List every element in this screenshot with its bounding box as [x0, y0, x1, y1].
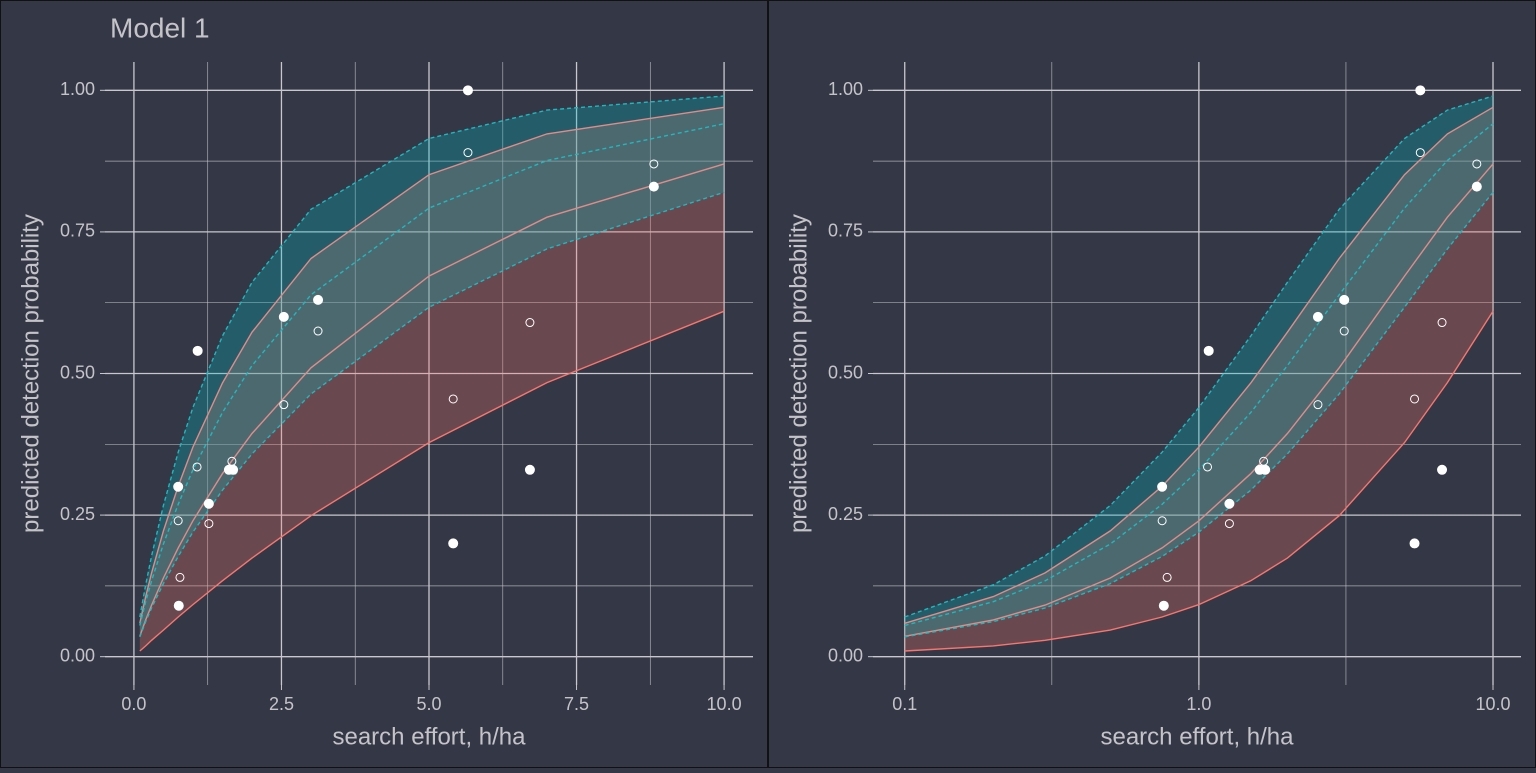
- y-tick-label: 0.00: [60, 645, 95, 665]
- x-tick-label: 5.0: [416, 694, 441, 714]
- point: [1415, 85, 1426, 96]
- curve: [904, 191, 1494, 638]
- point: [173, 481, 184, 492]
- curve: [139, 123, 725, 626]
- point: [313, 294, 324, 305]
- point: [1415, 148, 1425, 158]
- y-tick-label: 0.25: [60, 504, 95, 524]
- point: [1313, 400, 1323, 410]
- point: [1162, 572, 1172, 582]
- y-tick-label: 0.25: [828, 504, 863, 524]
- ribbon: [904, 96, 1493, 637]
- y-axis-title: predicted detection probability: [17, 214, 44, 533]
- point: [1203, 462, 1213, 472]
- x-tick-label: 7.5: [564, 694, 589, 714]
- point: [1437, 464, 1448, 475]
- point: [448, 394, 458, 404]
- point: [1157, 481, 1168, 492]
- point: [1224, 519, 1234, 529]
- point: [1472, 159, 1482, 169]
- ribbon: [139, 96, 725, 637]
- point: [1437, 318, 1447, 328]
- point: [1259, 456, 1269, 466]
- curve: [139, 310, 725, 652]
- y-tick-label: 0.75: [60, 221, 95, 241]
- x-tick-label: 10.0: [707, 694, 742, 714]
- point: [524, 464, 535, 475]
- point: [175, 572, 185, 582]
- point: [313, 326, 323, 336]
- x-axis-title: search effort, h/ha: [332, 723, 526, 750]
- curve: [139, 163, 725, 637]
- y-tick-label: 0.75: [828, 221, 863, 241]
- x-tick-label: 0.1: [892, 694, 917, 714]
- point: [1339, 294, 1350, 305]
- curve: [904, 163, 1494, 637]
- y-axis-title: predicted detection probability: [785, 214, 812, 533]
- point: [448, 538, 459, 549]
- curve: [139, 106, 725, 624]
- curve: [904, 310, 1494, 652]
- point: [525, 318, 535, 328]
- point: [1158, 600, 1169, 611]
- point: [1260, 464, 1271, 475]
- point: [649, 159, 659, 169]
- ribbon: [904, 107, 1493, 652]
- y-tick-label: 0.50: [828, 362, 863, 382]
- point: [1339, 326, 1349, 336]
- y-tick-label: 0.00: [828, 645, 863, 665]
- point: [1203, 345, 1214, 356]
- point: [1224, 498, 1235, 509]
- x-tick-label: 0.0: [121, 694, 146, 714]
- ribbon: [139, 107, 725, 652]
- point: [192, 345, 203, 356]
- y-tick-label: 1.00: [60, 79, 95, 99]
- point: [173, 600, 184, 611]
- point: [227, 456, 237, 466]
- curve: [139, 191, 725, 638]
- point: [278, 311, 289, 322]
- x-tick-label: 10.0: [1475, 694, 1510, 714]
- point: [203, 498, 214, 509]
- point: [1312, 311, 1323, 322]
- point: [192, 462, 202, 472]
- y-tick-label: 1.00: [828, 79, 863, 99]
- point: [462, 85, 473, 96]
- point: [1409, 538, 1420, 549]
- x-axis-title: search effort, h/ha: [1100, 723, 1294, 750]
- curve: [904, 95, 1494, 618]
- point: [1471, 181, 1482, 192]
- point: [173, 516, 183, 526]
- point: [204, 519, 214, 529]
- chart-title: Model 1: [110, 12, 210, 43]
- point: [1410, 394, 1420, 404]
- curve: [904, 123, 1494, 627]
- curve: [139, 95, 725, 618]
- point: [1157, 516, 1167, 526]
- curve: [904, 106, 1494, 624]
- point: [648, 181, 659, 192]
- x-tick-label: 1.0: [1186, 694, 1211, 714]
- point: [279, 400, 289, 410]
- x-tick-label: 2.5: [269, 694, 294, 714]
- point: [463, 148, 473, 158]
- point: [228, 464, 239, 475]
- y-tick-label: 0.50: [60, 362, 95, 382]
